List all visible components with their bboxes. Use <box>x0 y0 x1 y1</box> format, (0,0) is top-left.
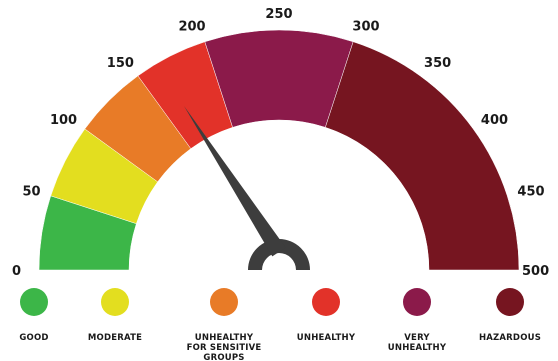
legend-swatch <box>210 288 238 316</box>
gauge-tick-label: 400 <box>481 113 508 128</box>
legend-swatch <box>496 288 524 316</box>
legend-label: GROUPS <box>203 353 244 361</box>
gauge-tick-label: 150 <box>107 56 134 71</box>
legend-swatch <box>101 288 129 316</box>
legend-label: HAZARDOUS <box>479 333 541 343</box>
legend-item: UNHEALTHY <box>297 288 356 343</box>
needle-pointer <box>184 106 286 257</box>
legend-item: GOOD <box>19 288 48 343</box>
gauge-segments <box>38 29 520 271</box>
legend-swatch <box>20 288 48 316</box>
gauge-needle <box>184 106 310 270</box>
legend-swatch <box>312 288 340 316</box>
gauge-tick-label: 300 <box>352 20 379 35</box>
needle-hub <box>248 239 310 270</box>
legend-swatch <box>403 288 431 316</box>
legend-item: MODERATE <box>88 288 142 343</box>
gauge-tick-label: 450 <box>517 185 544 200</box>
gauge-tick-label: 0 <box>12 264 21 279</box>
gauge-tick-labels: 0 50 100 150 200 250 300 350 400 450 500 <box>12 7 549 279</box>
gauge-segment <box>325 41 520 271</box>
legend-label: UNHEALTHY <box>195 333 254 343</box>
legend-label: MODERATE <box>88 333 142 343</box>
gauge-tick-label: 250 <box>265 7 292 22</box>
legend-label: VERY <box>404 333 430 343</box>
legend-label: UNHEALTHY <box>297 333 356 343</box>
legend-item: HAZARDOUS <box>479 288 541 343</box>
gauge-tick-label: 500 <box>522 264 549 279</box>
gauge-tick-label: 350 <box>424 56 451 71</box>
gauge-tick-label: 100 <box>50 113 77 128</box>
legend-label: UNHEALTHY <box>388 343 447 353</box>
legend-label: GOOD <box>19 333 48 343</box>
gauge-tick-label: 200 <box>178 20 205 35</box>
legend-label: FOR SENSITIVE <box>187 343 262 353</box>
gauge-tick-label: 50 <box>22 185 40 200</box>
